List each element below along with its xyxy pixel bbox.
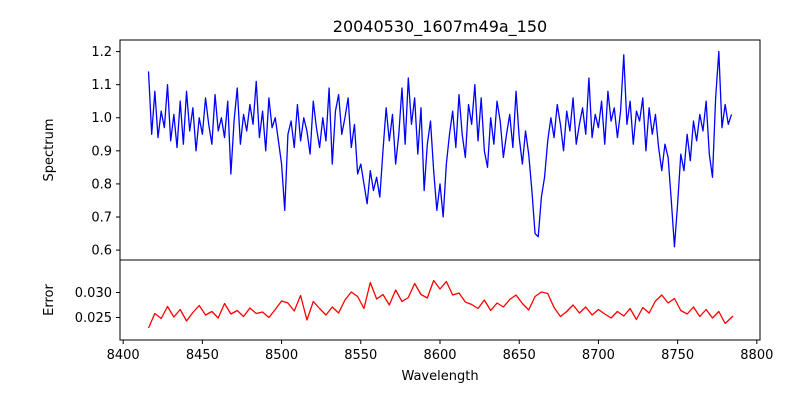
x-tick-label: 8400 [107,348,140,363]
spectrum-y-tick-label: 0.7 [91,210,112,225]
x-tick-label: 8550 [344,348,377,363]
spectrum-y-tick-label: 0.8 [91,177,112,192]
error-y-axis-label: Error [42,284,57,316]
error-y-tick-label: 0.025 [75,311,112,326]
spectrum-y-tick-label: 1.1 [91,78,112,93]
error-y-axis-ticks: 0.025 0.030 [75,286,120,326]
spectrum-y-axis-ticks: 0.6 0.7 0.8 0.9 1.0 1.1 1.2 [91,45,120,259]
error-line-0 [147,279,734,329]
spectrum-plot-area [120,40,760,260]
spectrum-series [147,50,733,248]
spectrum-y-tick-label: 0.9 [91,144,112,159]
x-axis-ticks: 8400 8450 8500 8550 8600 8650 8700 8750 8800 [107,340,773,363]
x-tick-label: 8500 [265,348,298,363]
error-plot-area [120,260,760,340]
x-tick-label: 8800 [740,348,773,363]
spectrum-panel: 0.6 0.7 0.8 0.9 1.0 1.1 1.2 Spectrum [42,39,761,261]
spectrum-line-0 [147,50,733,248]
error-y-tick-label: 0.030 [75,286,112,301]
spectrum-y-tick-label: 1.0 [91,111,112,126]
x-tick-label: 8600 [423,348,456,363]
x-axis-label: Wavelength [401,369,478,384]
spectrum-y-tick-label: 1.2 [91,45,112,60]
spectrum-y-tick-label: 0.6 [91,244,112,259]
error-panel: 0.025 0.030 Error [42,259,761,341]
x-tick-label: 8750 [661,348,694,363]
error-series [147,279,734,329]
chart-title: 20040530_1607m49a_150 [333,17,547,37]
spectrum-y-axis-label: Spectrum [42,119,57,182]
x-tick-label: 8650 [503,348,536,363]
x-tick-label: 8700 [582,348,615,363]
x-tick-label: 8450 [186,348,219,363]
